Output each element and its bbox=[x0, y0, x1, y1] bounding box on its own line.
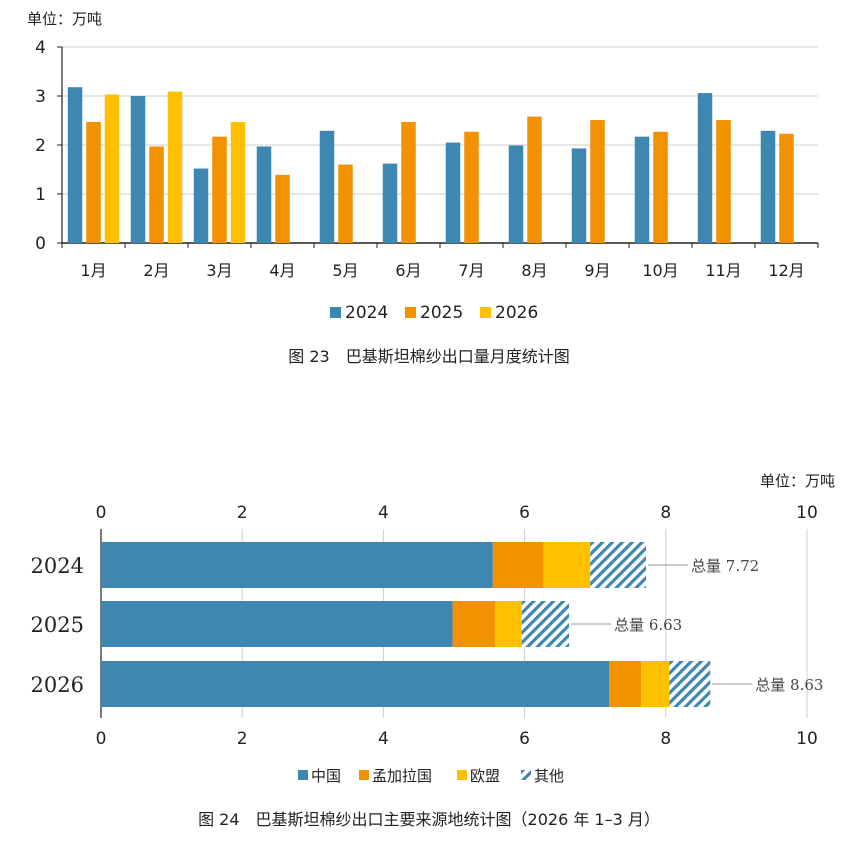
segment-中国 bbox=[101, 601, 453, 647]
x-tick-label-bottom: 2 bbox=[237, 729, 248, 749]
legend-label: 2024 bbox=[345, 303, 388, 323]
bar-2025 bbox=[401, 121, 416, 243]
segment-欧盟 bbox=[641, 661, 670, 707]
bar-2025 bbox=[653, 131, 668, 243]
x-tick-label: 4月 bbox=[269, 261, 295, 280]
bar-2025 bbox=[716, 120, 731, 243]
legend-swatch-欧盟 bbox=[457, 770, 467, 780]
x-tick-label: 10月 bbox=[642, 261, 678, 280]
x-tick-label-top: 8 bbox=[660, 503, 671, 523]
unit-label: 单位：万吨 bbox=[27, 10, 102, 28]
x-tick-label-top: 6 bbox=[519, 503, 530, 523]
legend-label: 2026 bbox=[495, 303, 538, 323]
total-label: 总量 7.72 bbox=[691, 557, 759, 575]
bar-2025 bbox=[86, 121, 101, 243]
segment-其他 bbox=[669, 661, 711, 707]
bar-2025 bbox=[464, 131, 479, 243]
x-tick-label-top: 4 bbox=[378, 503, 389, 523]
x-tick-label-top: 0 bbox=[96, 503, 107, 523]
bar-2024 bbox=[319, 130, 335, 243]
segment-欧盟 bbox=[543, 542, 591, 588]
segment-中国 bbox=[101, 542, 493, 588]
y-tick-label: 2 bbox=[35, 136, 46, 156]
bar-2024 bbox=[508, 145, 524, 243]
x-tick-label-bottom: 10 bbox=[796, 729, 818, 749]
x-tick-label: 1月 bbox=[80, 261, 106, 280]
x-tick-label: 6月 bbox=[395, 261, 421, 280]
total-label: 总量 6.63 bbox=[614, 616, 682, 634]
bar-2025 bbox=[338, 164, 353, 243]
legend-swatch-孟加拉国 bbox=[359, 770, 369, 780]
monthly-export-bar-chart: 单位：万吨 0 1 2 3 4 1月 2月 3月 4月 5月 6月 7月 8月 9月 10月 11月 12月 202… bbox=[27, 10, 819, 366]
legend-label: 欧盟 bbox=[470, 767, 500, 785]
y-tick-label: 1 bbox=[35, 185, 46, 205]
legend-label: 2025 bbox=[420, 303, 463, 323]
bar-2024 bbox=[193, 168, 209, 243]
y-tick-label: 4 bbox=[35, 38, 46, 58]
x-tick-label: 5月 bbox=[332, 261, 358, 280]
bar-2026 bbox=[104, 94, 120, 243]
segment-中国 bbox=[101, 661, 610, 707]
x-tick-label: 9月 bbox=[584, 261, 610, 280]
y-tick-label: 3 bbox=[35, 87, 46, 107]
segment-其他 bbox=[521, 601, 570, 647]
bar-2025 bbox=[212, 136, 227, 243]
x-tick-label-bottom: 8 bbox=[660, 729, 671, 749]
x-tick-label-bottom: 0 bbox=[96, 729, 107, 749]
segment-孟加拉国 bbox=[609, 661, 642, 707]
y-category-label: 2026 bbox=[31, 673, 84, 697]
x-tick-label-bottom: 6 bbox=[519, 729, 530, 749]
x-tick-label: 3月 bbox=[206, 261, 232, 280]
bar-2024 bbox=[634, 136, 650, 243]
x-tick-label-bottom: 4 bbox=[378, 729, 389, 749]
legend-swatch-2024 bbox=[330, 307, 341, 318]
bar-2025 bbox=[779, 133, 794, 243]
x-tick-label: 7月 bbox=[458, 261, 484, 280]
bar-2025 bbox=[527, 116, 542, 243]
bar-2024 bbox=[445, 142, 461, 243]
unit-label: 单位：万吨 bbox=[760, 472, 835, 490]
segment-孟加拉国 bbox=[492, 542, 544, 588]
bar-2024 bbox=[760, 130, 776, 243]
bar-2026 bbox=[230, 121, 246, 243]
legend-label: 孟加拉国 bbox=[372, 767, 432, 785]
x-tick-label-top: 2 bbox=[237, 503, 248, 523]
bar-2024 bbox=[130, 96, 146, 243]
x-tick-label: 12月 bbox=[768, 261, 804, 280]
total-label: 总量 8.63 bbox=[755, 676, 823, 694]
bar-2026 bbox=[167, 91, 183, 243]
x-tick-label: 8月 bbox=[521, 261, 547, 280]
legend-label: 其他 bbox=[534, 767, 564, 785]
caption: 图 23 巴基斯坦棉纱出口量月度统计图 bbox=[288, 347, 569, 366]
legend-swatch-中国 bbox=[298, 770, 308, 780]
bar-2025 bbox=[590, 120, 605, 243]
legend-swatch-其他 bbox=[521, 770, 531, 780]
caption: 图 24 巴基斯坦棉纱出口主要来源地统计图（2026 年 1–3 月） bbox=[198, 810, 660, 829]
bar-2025 bbox=[275, 174, 290, 243]
legend-label: 中国 bbox=[311, 767, 341, 785]
y-category-label: 2025 bbox=[31, 613, 84, 637]
y-tick-label: 0 bbox=[35, 234, 46, 254]
y-category-label: 2024 bbox=[31, 554, 84, 578]
bar-2024 bbox=[571, 148, 587, 243]
bar-2025 bbox=[149, 146, 164, 243]
segment-欧盟 bbox=[494, 601, 522, 647]
segment-孟加拉国 bbox=[452, 601, 495, 647]
bar-2024 bbox=[382, 163, 398, 243]
legend-swatch-2025 bbox=[405, 307, 416, 318]
bar-2024 bbox=[256, 146, 272, 243]
x-tick-label: 2月 bbox=[143, 261, 169, 280]
legend-swatch-2026 bbox=[480, 307, 491, 318]
x-tick-label: 11月 bbox=[705, 261, 741, 280]
segment-其他 bbox=[590, 542, 647, 588]
export-destination-stacked-bar-chart: 单位：万吨 0 0 2 2 4 4 6 6 8 8 10 10 2024 总量 7.72 2025 总量 6.6… bbox=[31, 472, 835, 829]
x-tick-label-top: 10 bbox=[796, 503, 818, 523]
bar-2024 bbox=[697, 93, 713, 243]
bar-2024 bbox=[67, 87, 83, 244]
